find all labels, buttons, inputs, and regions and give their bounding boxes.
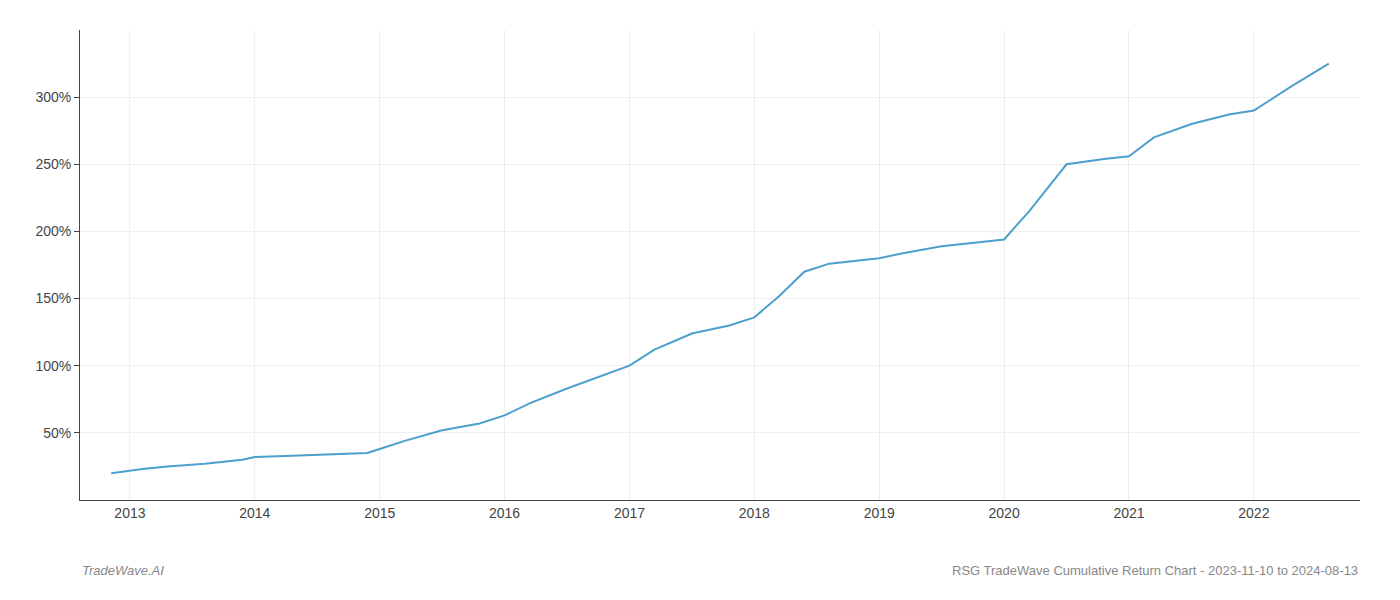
svg-text:2017: 2017 <box>614 505 645 521</box>
svg-text:200%: 200% <box>35 223 71 239</box>
svg-text:2020: 2020 <box>989 505 1020 521</box>
svg-text:300%: 300% <box>35 89 71 105</box>
svg-text:TradeWave.AI: TradeWave.AI <box>82 563 164 578</box>
svg-text:2014: 2014 <box>239 505 270 521</box>
svg-text:2021: 2021 <box>1113 505 1144 521</box>
svg-text:RSG TradeWave Cumulative Retur: RSG TradeWave Cumulative Return Chart - … <box>952 563 1358 578</box>
svg-text:100%: 100% <box>35 358 71 374</box>
svg-text:2016: 2016 <box>489 505 520 521</box>
svg-text:2015: 2015 <box>364 505 395 521</box>
svg-text:2019: 2019 <box>864 505 895 521</box>
svg-text:2013: 2013 <box>114 505 145 521</box>
svg-text:250%: 250% <box>35 156 71 172</box>
svg-text:2022: 2022 <box>1238 505 1269 521</box>
svg-text:2018: 2018 <box>739 505 770 521</box>
svg-text:50%: 50% <box>43 425 71 441</box>
svg-text:150%: 150% <box>35 290 71 306</box>
